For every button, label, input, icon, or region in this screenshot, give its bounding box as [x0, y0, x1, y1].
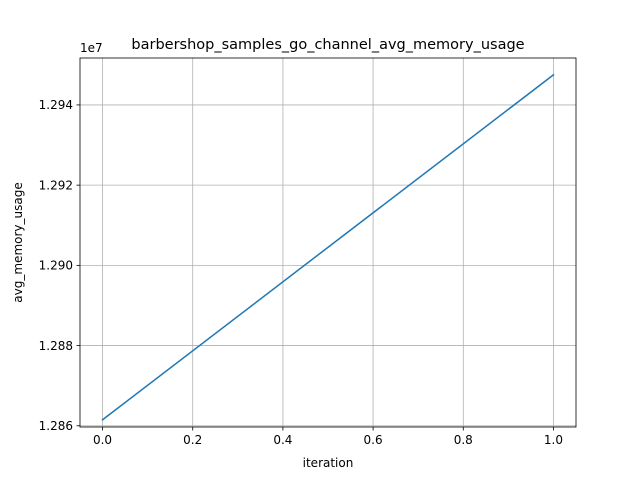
x-tick-label: 0.4 [273, 433, 292, 447]
x-tick-label: 1.0 [544, 433, 563, 447]
y-axis-offset-label: 1e7 [80, 41, 103, 55]
y-tick-label: 1.294 [39, 98, 73, 112]
y-axis-ticks: 1.286 1.288 1.290 1.292 1.294 [39, 98, 80, 433]
x-tick-label: 0.8 [454, 433, 473, 447]
y-tick-label: 1.288 [39, 339, 73, 353]
y-tick-label: 1.286 [39, 419, 73, 433]
x-axis-title: iteration [303, 456, 354, 470]
y-tick-label: 1.292 [39, 178, 73, 192]
y-grid-lines [80, 104, 576, 427]
series-line [101, 73, 555, 421]
series-layer [101, 73, 555, 421]
x-tick-label: 0.6 [364, 433, 383, 447]
plot-area-frame [79, 57, 577, 428]
y-tick-label: 1.290 [39, 259, 73, 273]
x-tick-label: 0.0 [93, 433, 112, 447]
x-grid-lines [102, 58, 554, 427]
y-axis-title: avg_memory_usage [11, 182, 25, 302]
chart-title: barbershop_samples_go_channel_avg_memory… [131, 37, 524, 53]
x-tick-label: 0.2 [183, 433, 202, 447]
x-axis-ticks: 0.0 0.2 0.4 0.6 0.8 1.0 [93, 427, 563, 447]
